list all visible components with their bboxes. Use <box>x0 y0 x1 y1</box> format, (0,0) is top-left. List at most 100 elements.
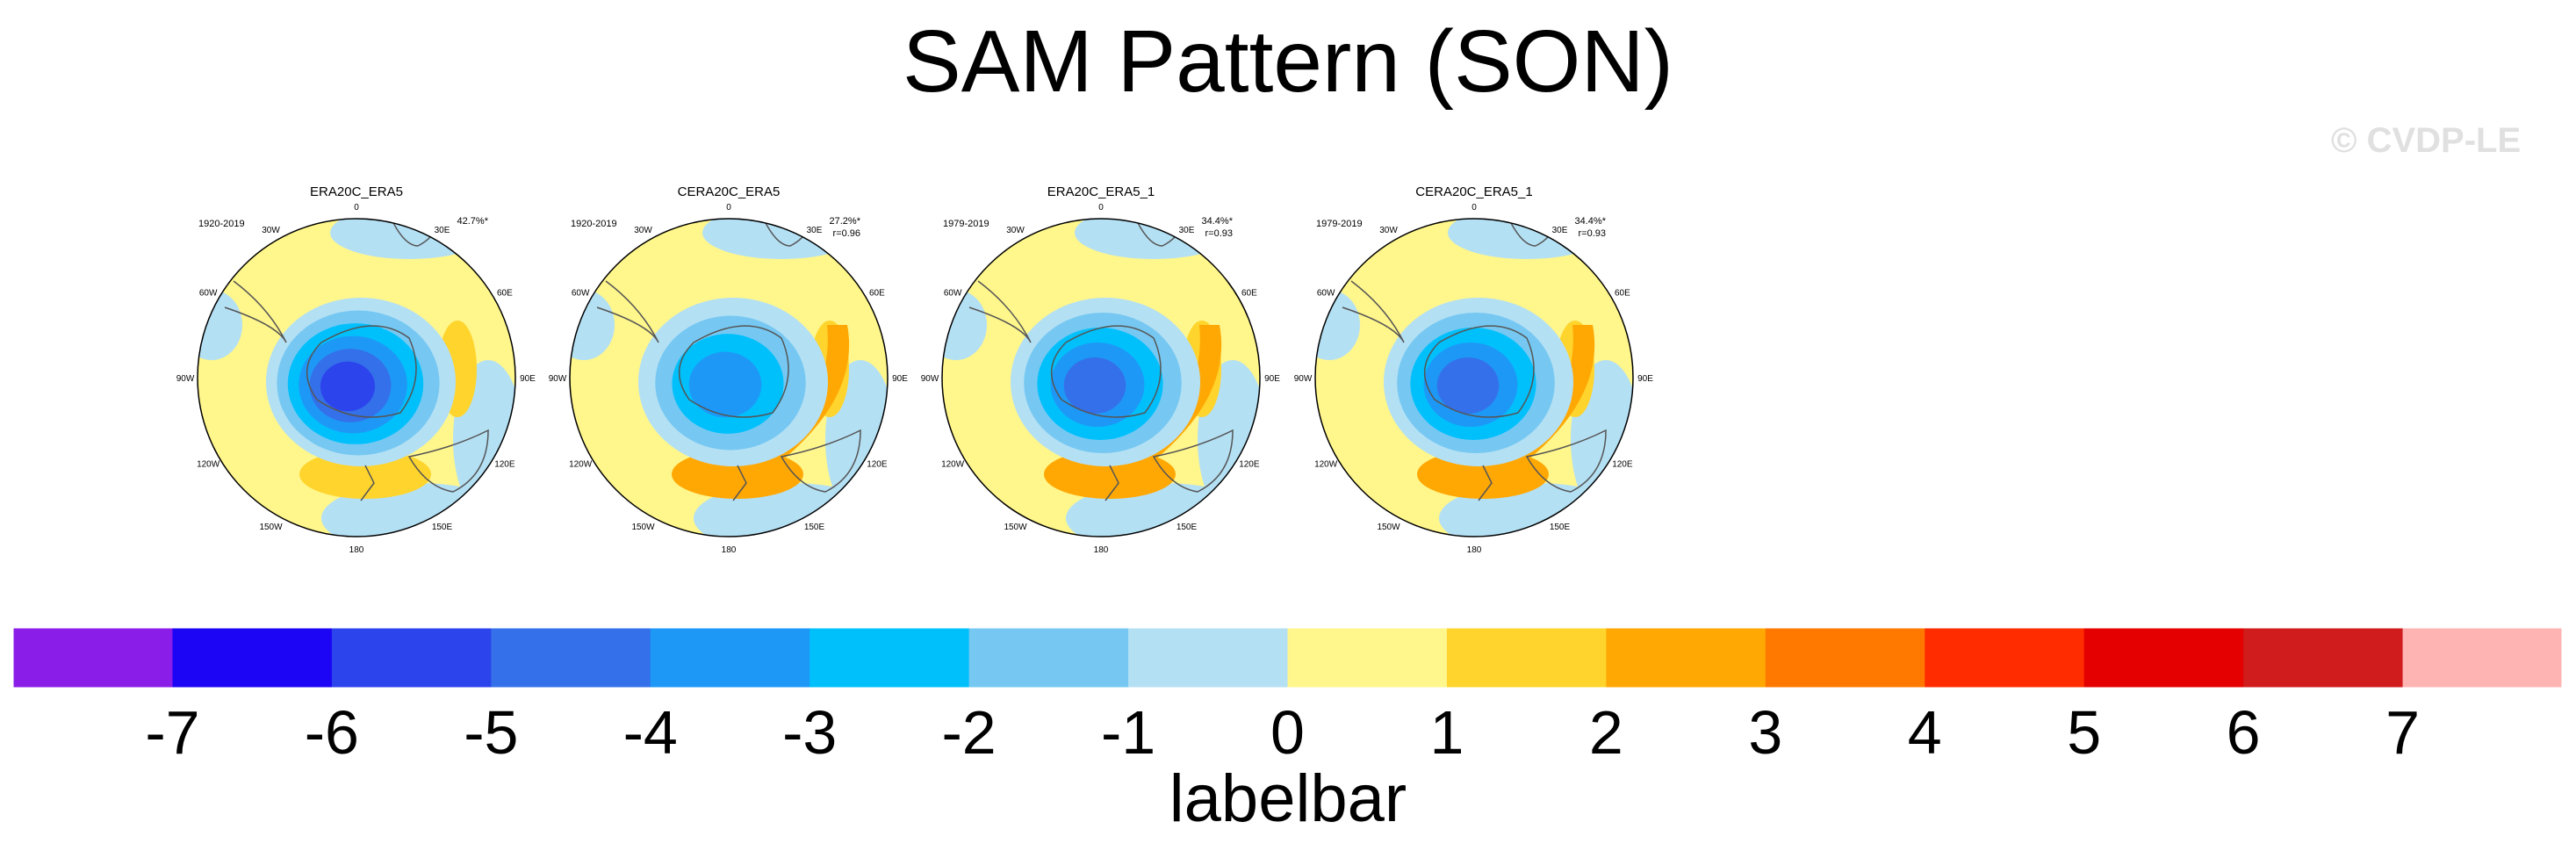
panel-pct-variance: 34.4%* <box>1575 216 1607 227</box>
colorbar-tick-label: -1 <box>1101 698 1155 767</box>
south-america-coastline <box>1342 280 1405 343</box>
map-field <box>198 219 515 537</box>
panel-pct-variance: 34.4%* <box>1202 216 1234 227</box>
colorbar-tick-label: -2 <box>942 698 997 767</box>
longitude-label: 30E <box>435 226 450 235</box>
longitude-label: 120E <box>1239 460 1260 470</box>
longitude-label: 90E <box>892 374 908 384</box>
colorbar-bin <box>172 628 333 688</box>
panel-pattern-correlation: r=0.93 <box>1579 228 1607 239</box>
positive-lobe-pacific-core <box>1068 460 1134 485</box>
new-zealand-coastline <box>732 465 747 501</box>
map-panel-4: CERA20C_ERA5_1 1979-2019 34.4%*r=0.93 0 30E 6… <box>1294 184 1654 555</box>
map-border <box>941 218 1261 537</box>
negative-contour <box>688 351 762 418</box>
australia-coastline <box>780 429 861 493</box>
colorbar-label: labelbar <box>1169 761 1407 836</box>
longitude-label: 30W <box>1379 226 1398 235</box>
australia-coastline <box>407 429 489 493</box>
panel-years: 1979-2019 <box>943 219 989 229</box>
chart-title: SAM Pattern (SON) <box>903 12 1673 111</box>
field-patch <box>1315 290 1360 360</box>
longitude-label: 150W <box>631 523 655 532</box>
colorbar-bin <box>1925 628 2085 688</box>
colorbar-bin <box>331 628 492 688</box>
antarctica-coastline <box>306 325 417 418</box>
colorbar-tick-label: 0 <box>1270 698 1305 767</box>
longitude-label: 150W <box>1004 523 1027 532</box>
longitude-label: 30W <box>1006 226 1025 235</box>
colorbar-tick-label: -4 <box>623 698 678 767</box>
longitude-label: 30E <box>1179 226 1195 235</box>
watermark: © CVDP-LE <box>2331 121 2522 160</box>
longitude-label: 30E <box>1552 226 1568 235</box>
longitude-label: 0 <box>354 203 359 213</box>
longitude-label: 60W <box>199 289 218 299</box>
map-border <box>569 218 889 537</box>
longitude-label: 120E <box>1612 460 1633 470</box>
longitude-label: 120W <box>197 460 220 470</box>
antarctica-coastline <box>1423 325 1535 418</box>
longitude-label: 90E <box>1637 374 1653 384</box>
colorbar-bin <box>2243 628 2404 688</box>
map-panel-2: CERA20C_ERA5 1920-2019 27.2%*r=0.96 0 30E 60E… <box>549 184 909 555</box>
longitude-label: 90W <box>549 374 567 384</box>
longitude-label: 120W <box>941 460 965 470</box>
longitude-label: 60E <box>1615 289 1630 299</box>
south-america-coastline <box>224 280 287 343</box>
longitude-label: 90W <box>1294 374 1313 384</box>
colorbar-bin <box>1765 628 1925 688</box>
positive-arc <box>1145 325 1222 461</box>
longitude-label: 120E <box>494 460 515 470</box>
new-zealand-coastline <box>360 465 375 501</box>
longitude-label: 60E <box>1241 289 1257 299</box>
longitude-label: 120E <box>867 460 888 470</box>
colorbar-outline <box>12 627 2563 689</box>
map-panel-1: ERA20C_ERA5 1920-2019 42.7%* 0 30E 60E 90E 120E… <box>176 184 536 555</box>
colorbar: -7 -6 -5 -4 -3 -2 -1 0 1 2 3 4 5 6 7 labelbar <box>12 627 2563 836</box>
panel-years: 1979-2019 <box>1316 219 1363 229</box>
colorbar-tick-label: -3 <box>782 698 837 767</box>
panel-years: 1920-2019 <box>571 219 617 229</box>
positive-lobe-pacific-core <box>695 460 762 485</box>
longitude-label: 90W <box>176 374 195 384</box>
longitude-label: 30W <box>262 226 280 235</box>
map-border <box>1314 218 1634 537</box>
longitude-label: 60E <box>497 289 513 299</box>
australia-coastline <box>1152 429 1234 493</box>
antarctica-coastline <box>678 325 789 418</box>
colorbar-tick-label: 4 <box>1908 698 1942 767</box>
colorbar-tick-label: 7 <box>2385 698 2420 767</box>
colorbar-tick-label: 6 <box>2227 698 2261 767</box>
longitude-label: 120W <box>1314 460 1338 470</box>
panel-title: ERA20C_ERA5_1 <box>1047 184 1155 199</box>
new-zealand-coastline <box>1105 465 1119 501</box>
longitude-label: 0 <box>1098 203 1104 213</box>
longitude-label: 150E <box>1176 523 1198 532</box>
positive-lobe-pacific-core <box>1441 460 1507 485</box>
longitude-label: 0 <box>1471 203 1477 213</box>
longitude-label: 150E <box>1550 523 1571 532</box>
longitude-label: 150W <box>1377 523 1400 532</box>
colorbar-tick-label: -5 <box>464 698 518 767</box>
colorbar-tick-label: 2 <box>1589 698 1623 767</box>
colorbar-tick-label: -6 <box>305 698 359 767</box>
positive-arc <box>1518 325 1595 461</box>
longitude-label: 90E <box>520 374 536 384</box>
panel-pct-variance: 42.7%* <box>457 216 489 227</box>
longitude-label: 150E <box>432 523 453 532</box>
longitude-label: 150W <box>259 523 283 532</box>
panel-title: CERA20C_ERA5 <box>678 184 781 199</box>
colorbar-bin <box>1446 628 1607 688</box>
longitude-label: 120W <box>569 460 593 470</box>
map-field <box>942 219 1260 537</box>
field-patch <box>942 290 987 360</box>
panel-pattern-correlation: r=0.96 <box>833 228 861 239</box>
colorbar-bin <box>491 628 651 688</box>
panel-title: CERA20C_ERA5_1 <box>1415 184 1532 199</box>
australia-coastline <box>1525 429 1607 493</box>
colorbar-bin <box>2083 628 2244 688</box>
south-america-coastline <box>968 280 1032 343</box>
panel-title: ERA20C_ERA5 <box>310 184 403 199</box>
longitude-label: 180 <box>349 545 364 555</box>
